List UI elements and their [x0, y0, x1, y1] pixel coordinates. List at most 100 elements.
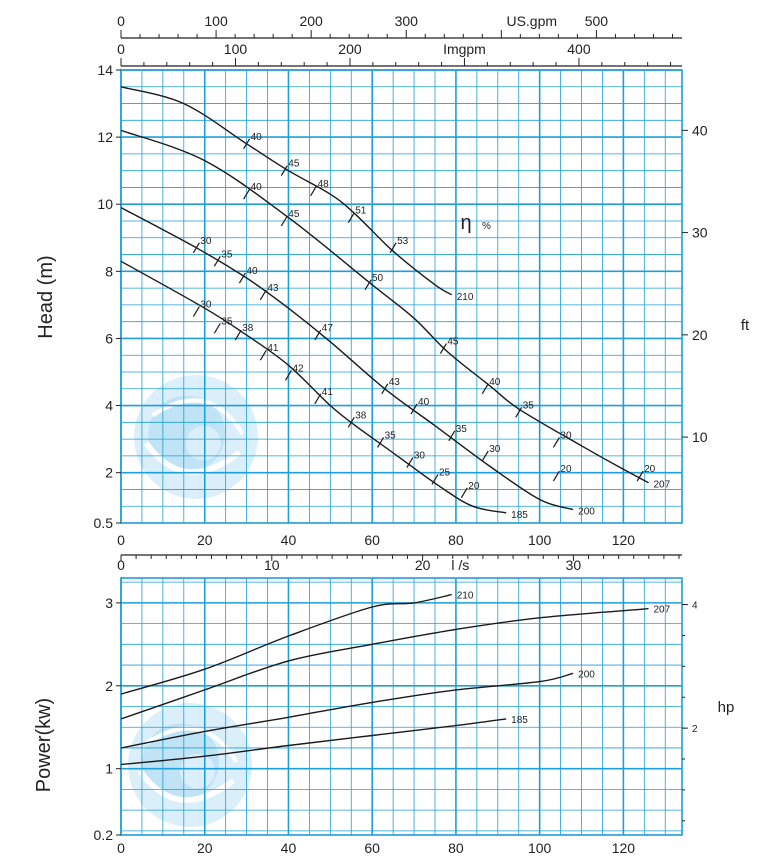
- efficiency-label: 35: [221, 249, 233, 260]
- efficiency-mark: [243, 188, 251, 200]
- head-curve-185: [120, 260, 507, 514]
- efficiency-label: 51: [355, 206, 367, 217]
- power-x-tick-label: 0: [117, 840, 125, 856]
- efficiency-label: 43: [389, 377, 401, 388]
- efficiency-mark: [636, 470, 644, 482]
- efficiency-label: 38: [242, 323, 254, 334]
- efficiency-label: 45: [447, 337, 459, 348]
- efficiency-label: 35: [385, 430, 397, 441]
- imgpm-axis: 0 100 200 400: [117, 41, 682, 67]
- efficiency-mark: [431, 474, 439, 485]
- efficiency-mark: [243, 138, 251, 150]
- efficiency-mark: [439, 343, 447, 354]
- usgpm-axis-title: US.gpm: [506, 13, 557, 29]
- hp-tick-label: 2: [692, 724, 698, 735]
- efficiency-mark: [192, 306, 200, 317]
- head-y-tick-label: 4: [105, 398, 113, 414]
- efficiency-label: 40: [251, 132, 263, 143]
- axis-tick-label: 100: [224, 41, 248, 57]
- efficiency-label: 41: [267, 343, 279, 354]
- efficiency-mark: [552, 470, 560, 482]
- efficiency-mark: [259, 289, 267, 301]
- hp-tick-label: 4: [692, 601, 698, 612]
- head-curve-200: [120, 206, 574, 511]
- head-curve-label: 200: [578, 507, 595, 518]
- head-y-tick-label: 2: [105, 465, 113, 481]
- power-y-tick-label: 1: [105, 761, 113, 777]
- head-x-tick-label: 0: [117, 532, 125, 548]
- head-x-tick-label: 100: [528, 532, 552, 548]
- efficiency-mark: [213, 255, 221, 267]
- efficiency-label: 35: [523, 400, 535, 411]
- power-grid: [120, 577, 683, 836]
- logo-dot: [180, 753, 215, 789]
- axis-tick-label: 10: [264, 557, 280, 573]
- chart-grids: [120, 69, 683, 836]
- axis-tick-label: 100: [204, 13, 228, 29]
- efficiency-label: 50: [372, 273, 384, 284]
- axis-tick-label: 0: [117, 13, 125, 29]
- watermark-logos: [128, 375, 258, 827]
- efficiency-label: 53: [397, 236, 409, 247]
- watermark-logo: [128, 703, 252, 827]
- efficiency-label: 35: [456, 424, 468, 435]
- power-curve-label: 185: [511, 715, 528, 726]
- efficiency-label: 20: [560, 464, 572, 475]
- ft-tick-label: 20: [692, 327, 708, 343]
- efficiency-symbol: η: [460, 212, 471, 234]
- head-y-tick-label: 12: [97, 129, 113, 145]
- head-y-tick-label: 8: [105, 263, 113, 279]
- efficiency-label: 30: [200, 236, 212, 247]
- power-curve-label: 207: [654, 605, 671, 616]
- power-axis-title: Power(kw): [33, 698, 55, 792]
- efficiency-mark: [347, 417, 355, 428]
- efficiency-mark: [284, 370, 292, 381]
- power-x-tick-label: 40: [281, 840, 297, 856]
- watermark-logo: [134, 375, 258, 499]
- efficiency-mark: [238, 272, 246, 284]
- efficiency-mark: [389, 242, 397, 254]
- efficiency-mark: [406, 457, 414, 468]
- imgpm-axis-title: Imgpm: [443, 41, 486, 57]
- efficiency-mark: [481, 383, 489, 395]
- power-y-tick-label: 2: [105, 678, 113, 694]
- efficiency-label: 40: [489, 377, 501, 388]
- power-curve-label: 210: [457, 591, 474, 602]
- efficiency-label: 30: [560, 430, 572, 441]
- efficiency-mark: [314, 329, 322, 341]
- efficiency-unit: %: [482, 221, 491, 232]
- hp-axis-title: hp: [718, 699, 735, 716]
- efficiency-mark: [234, 329, 242, 341]
- head-y-tick-label: 14: [97, 62, 113, 78]
- efficiency-mark: [213, 323, 221, 334]
- ft-axis-title: ft: [741, 317, 750, 334]
- power-x-tick-label: 80: [448, 840, 464, 856]
- head-y-tick-label: 6: [105, 330, 113, 346]
- axis-tick-label: 400: [567, 41, 591, 57]
- efficiency-mark: [515, 406, 523, 418]
- efficiency-mark: [192, 242, 200, 254]
- axis-tick-label: 0: [117, 41, 125, 57]
- efficiency-label: 40: [418, 397, 430, 408]
- ls-axis: 0 10 20 30: [117, 554, 682, 573]
- power-curve-200: [120, 672, 574, 749]
- efficiency-label: 30: [200, 300, 212, 311]
- power-curve-label: 200: [578, 669, 595, 680]
- power-y-tick-label: 0.2: [94, 827, 114, 843]
- efficiency-mark: [314, 393, 322, 405]
- axis-tick-label: 30: [566, 557, 582, 573]
- head-curve-label: 207: [654, 480, 671, 491]
- efficiency-label: 47: [322, 323, 334, 334]
- efficiency-label: 48: [318, 179, 330, 190]
- ft-tick-label: 40: [692, 122, 708, 138]
- efficiency-mark: [347, 212, 355, 223]
- efficiency-label: 42: [292, 363, 304, 374]
- power-x-tick-label: 20: [197, 840, 213, 856]
- head-curve-label: 210: [457, 292, 474, 303]
- efficiency-mark: [448, 430, 456, 442]
- head-x-tick-label: 20: [197, 532, 213, 548]
- power-curve-185: [120, 718, 507, 766]
- efficiency-label: 38: [355, 410, 367, 421]
